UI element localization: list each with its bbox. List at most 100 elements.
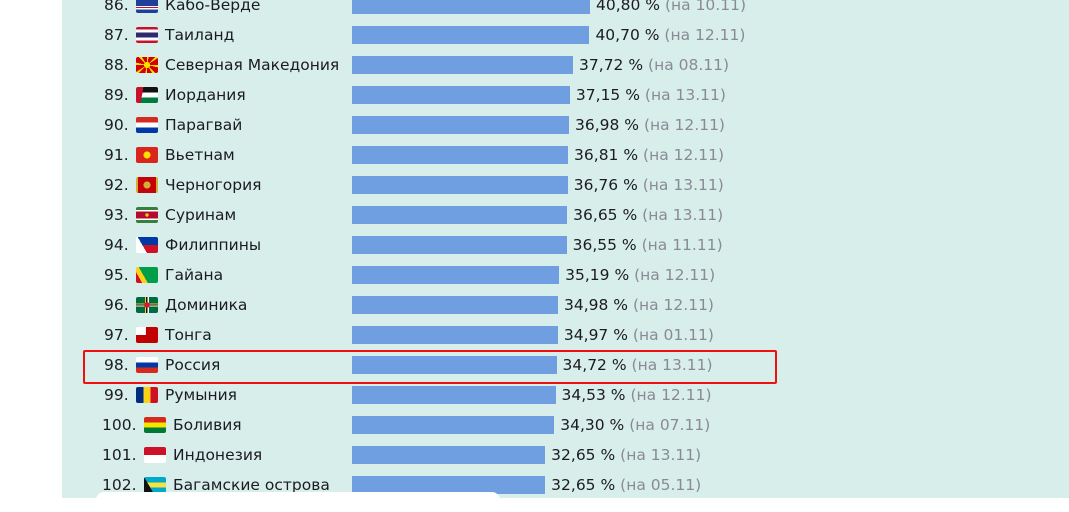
value-label: 34,30 % (на 07.11) xyxy=(560,410,710,440)
value-bar xyxy=(352,236,567,254)
value-label: 34,98 % (на 12.11) xyxy=(564,290,714,320)
suriname-flag-icon xyxy=(136,207,158,223)
percent-value: 40,70 % xyxy=(595,26,660,44)
rank-number: 88. xyxy=(104,56,129,74)
date-note: (на 12.11) xyxy=(630,386,712,404)
table-row: 96. Доминика 34,98 % (на 12.11) xyxy=(0,290,1069,320)
guyana-flag-icon xyxy=(136,267,158,283)
value-bar xyxy=(352,416,555,434)
country-name: Румыния xyxy=(165,386,237,404)
country-name: Багамские острова xyxy=(173,476,330,494)
value-bar xyxy=(352,206,568,224)
date-note: (на 08.11) xyxy=(648,56,730,74)
value-bar xyxy=(352,86,570,104)
value-label: 34,53 % (на 12.11) xyxy=(562,380,712,410)
value-bar xyxy=(352,0,590,14)
value-bar xyxy=(352,266,560,284)
value-bar xyxy=(352,176,568,194)
vietnam-flag-icon xyxy=(136,147,158,163)
country-name: Иордания xyxy=(165,86,246,104)
value-label: 36,76 % (на 13.11) xyxy=(574,170,724,200)
paraguay-flag-icon xyxy=(136,117,158,133)
rank-number: 97. xyxy=(104,326,129,344)
date-note: (на 07.11) xyxy=(629,416,711,434)
country-name: Россия xyxy=(165,356,221,374)
country-name: Парагвай xyxy=(165,116,243,134)
country-name: Кабо-Верде xyxy=(165,0,261,14)
date-note: (на 12.11) xyxy=(634,266,716,284)
date-note: (на 12.11) xyxy=(643,116,725,134)
value-label: 32,65 % (на 05.11) xyxy=(551,470,701,500)
table-row: 100. Боливия 34,30 % (на 07.11) xyxy=(0,410,1069,440)
date-note: (на 12.11) xyxy=(632,296,714,314)
table-row: 91. Вьетнам 36,81 % (на 12.11) xyxy=(0,140,1069,170)
table-row: 95. Гайана 35,19 % (на 12.11) xyxy=(0,260,1069,290)
percent-value: 34,30 % xyxy=(560,416,625,434)
bottom-card xyxy=(96,492,500,512)
table-row: 101. Индонезия 32,65 % (на 13.11) xyxy=(0,440,1069,470)
percent-value: 34,72 % xyxy=(562,356,627,374)
rank-number: 100. xyxy=(102,416,137,434)
value-label: 32,65 % (на 13.11) xyxy=(551,440,701,470)
tonga-flag-icon xyxy=(136,327,158,343)
value-bar xyxy=(352,476,546,494)
value-bar xyxy=(352,296,558,314)
value-label: 36,98 % (на 12.11) xyxy=(575,110,725,140)
percent-value: 34,97 % xyxy=(563,326,628,344)
value-label: 35,19 % (на 12.11) xyxy=(565,260,715,290)
value-label: 34,72 % (на 13.11) xyxy=(563,350,713,380)
country-name: Тонга xyxy=(165,326,212,344)
table-row: 99. Румыния 34,53 % (на 12.11) xyxy=(0,380,1069,410)
percent-value: 34,53 % xyxy=(561,386,626,404)
dominica-flag-icon xyxy=(136,297,158,313)
country-name: Суринам xyxy=(165,206,237,224)
percent-value: 36,55 % xyxy=(572,236,637,254)
bahamas-flag-icon xyxy=(144,477,166,493)
date-note: (на 01.11) xyxy=(632,326,714,344)
value-bar xyxy=(352,326,558,344)
value-label: 34,97 % (на 01.11) xyxy=(564,320,714,350)
table-row: 87. Таиланд 40,70 % (на 12.11) xyxy=(0,20,1069,50)
date-note: (на 13.11) xyxy=(642,176,724,194)
country-name: Гайана xyxy=(165,266,224,284)
date-note: (на 13.11) xyxy=(644,86,726,104)
table-row: 93. Суринам 36,65 % (на 13.11) xyxy=(0,200,1069,230)
thailand-flag-icon xyxy=(136,27,158,43)
percent-value: 32,65 % xyxy=(551,446,616,464)
romania-flag-icon xyxy=(136,387,158,403)
table-row: 88. Северная Македония 37,72 % (на 08.11) xyxy=(0,50,1069,80)
jordan-flag-icon xyxy=(136,87,158,103)
russia-flag-icon xyxy=(136,357,158,373)
percent-value: 40,80 % xyxy=(596,0,661,14)
rank-number: 86. xyxy=(104,0,129,14)
rank-number: 93. xyxy=(104,206,129,224)
percent-value: 32,65 % xyxy=(551,476,616,494)
percent-value: 35,19 % xyxy=(565,266,630,284)
value-label: 36,55 % (на 11.11) xyxy=(573,230,723,260)
percent-value: 34,98 % xyxy=(563,296,629,314)
date-note: (на 05.11) xyxy=(620,476,702,494)
rank-number: 87. xyxy=(104,26,129,44)
indonesia-flag-icon xyxy=(144,447,166,463)
table-row: 97. Тонга 34,97 % (на 01.11) xyxy=(0,320,1069,350)
table-row: 92. Черногория 36,76 % (на 13.11) xyxy=(0,170,1069,200)
value-label: 37,72 % (на 08.11) xyxy=(579,50,729,80)
country-name: Таиланд xyxy=(165,26,235,44)
rank-number: 91. xyxy=(104,146,129,164)
table-row: 89. Иордания 37,15 % (на 13.11) xyxy=(0,80,1069,110)
rank-number: 90. xyxy=(104,116,129,134)
country-name: Боливия xyxy=(173,416,242,434)
value-bar xyxy=(352,146,569,164)
country-name: Вьетнам xyxy=(165,146,235,164)
date-note: (на 13.11) xyxy=(620,446,702,464)
value-label: 40,70 % (на 12.11) xyxy=(595,20,745,50)
rank-number: 101. xyxy=(102,446,137,464)
rank-number: 89. xyxy=(104,86,129,104)
table-row: 90. Парагвай 36,98 % (на 12.11) xyxy=(0,110,1069,140)
rank-number: 96. xyxy=(104,296,129,314)
value-bar xyxy=(352,446,546,464)
rank-number: 92. xyxy=(104,176,129,194)
country-name: Северная Македония xyxy=(165,56,340,74)
value-bar xyxy=(352,116,569,134)
value-bar xyxy=(352,56,574,74)
